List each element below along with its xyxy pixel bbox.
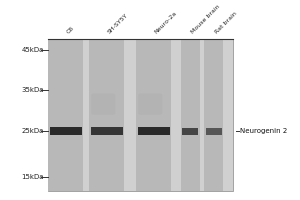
Text: Neuro-2a: Neuro-2a (154, 11, 178, 35)
Bar (91, 127, 123, 135)
FancyBboxPatch shape (91, 94, 116, 115)
FancyBboxPatch shape (138, 94, 162, 115)
Text: 45kDa: 45kDa (22, 47, 44, 53)
Bar (48, 39, 233, 191)
Bar (206, 128, 222, 135)
Bar (138, 127, 170, 135)
Text: C6: C6 (66, 26, 75, 35)
Bar (182, 128, 198, 135)
Text: 15kDa: 15kDa (21, 174, 44, 180)
Text: Neurogenin 2: Neurogenin 2 (240, 128, 287, 134)
Text: 25kDa: 25kDa (22, 128, 44, 134)
Bar (181, 39, 200, 191)
Bar (89, 39, 124, 191)
Text: SH-SY5Y: SH-SY5Y (107, 13, 129, 35)
Bar (50, 127, 82, 135)
Text: 35kDa: 35kDa (21, 87, 44, 93)
Text: Rat brain: Rat brain (214, 11, 238, 35)
Bar (48, 39, 83, 191)
Bar (204, 39, 223, 191)
Bar (136, 39, 171, 191)
Text: Mouse brain: Mouse brain (190, 4, 221, 35)
